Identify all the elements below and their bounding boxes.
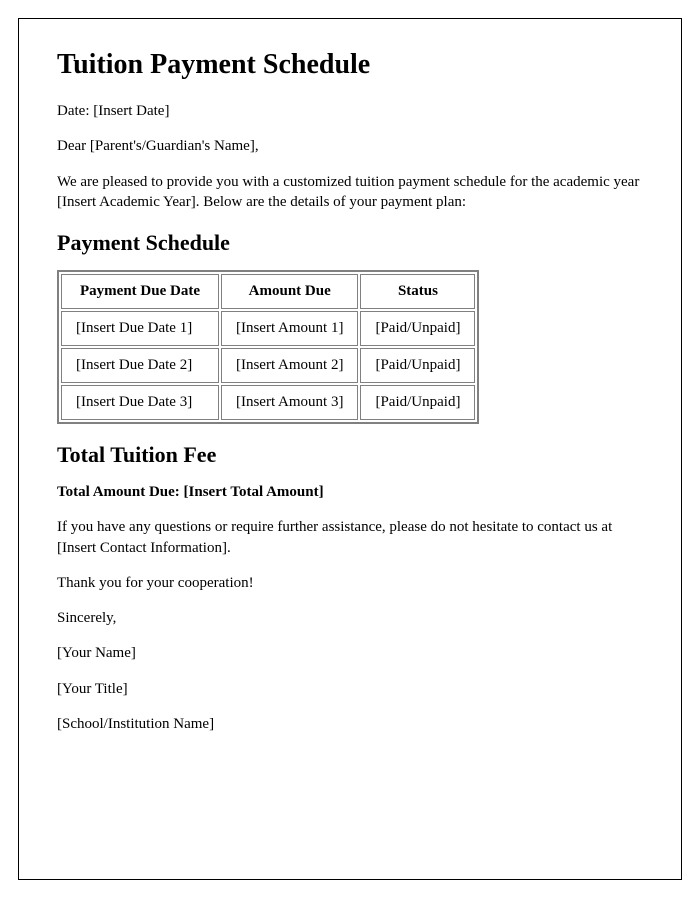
thanks-line: Thank you for your cooperation! [57, 573, 643, 593]
schedule-heading: Payment Schedule [57, 230, 643, 256]
intro-paragraph: We are pleased to provide you with a cus… [57, 172, 643, 213]
payment-schedule-table: Payment Due Date Amount Due Status [Inse… [57, 270, 479, 424]
cell-status: [Paid/Unpaid] [360, 348, 475, 383]
sender-title: [Your Title] [57, 679, 643, 699]
total-amount-line: Total Amount Due: [Insert Total Amount] [57, 482, 643, 502]
cell-amount: [Insert Amount 1] [221, 311, 358, 346]
table-header-row: Payment Due Date Amount Due Status [61, 274, 475, 309]
salutation: Dear [Parent's/Guardian's Name], [57, 136, 643, 156]
col-due-date: Payment Due Date [61, 274, 219, 309]
closing-block: Sincerely, [Your Name] [Your Title] [Sch… [57, 608, 643, 734]
col-amount: Amount Due [221, 274, 358, 309]
cell-due-date: [Insert Due Date 1] [61, 311, 219, 346]
cell-status: [Paid/Unpaid] [360, 385, 475, 420]
page-title: Tuition Payment Schedule [57, 49, 643, 81]
table-row: [Insert Due Date 3] [Insert Amount 3] [P… [61, 385, 475, 420]
cell-due-date: [Insert Due Date 3] [61, 385, 219, 420]
cell-status: [Paid/Unpaid] [360, 311, 475, 346]
cell-due-date: [Insert Due Date 2] [61, 348, 219, 383]
date-line: Date: [Insert Date] [57, 101, 643, 121]
cell-amount: [Insert Amount 3] [221, 385, 358, 420]
total-heading: Total Tuition Fee [57, 442, 643, 468]
table-row: [Insert Due Date 2] [Insert Amount 2] [P… [61, 348, 475, 383]
table-row: [Insert Due Date 1] [Insert Amount 1] [P… [61, 311, 475, 346]
col-status: Status [360, 274, 475, 309]
contact-line: If you have any questions or require fur… [57, 517, 643, 558]
sender-name: [Your Name] [57, 643, 643, 663]
document-page: Tuition Payment Schedule Date: [Insert D… [18, 18, 682, 880]
institution-name: [School/Institution Name] [57, 714, 643, 734]
cell-amount: [Insert Amount 2] [221, 348, 358, 383]
signoff: Sincerely, [57, 608, 643, 628]
